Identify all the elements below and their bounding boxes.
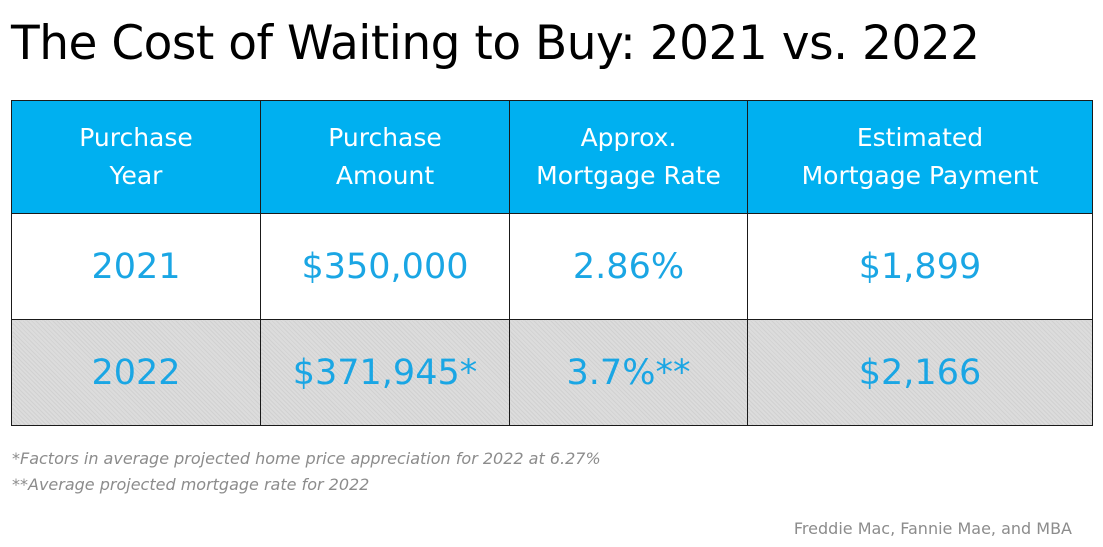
header-line: Estimated: [856, 123, 984, 152]
header-line: Year: [109, 161, 163, 190]
cell-payment: $1,899: [747, 213, 1093, 320]
header-mortgage-rate: Approx. Mortgage Rate: [509, 100, 748, 214]
cell-payment: $2,166: [747, 319, 1093, 426]
cell-amount: $371,945*: [260, 319, 510, 426]
cell-amount: $350,000: [260, 213, 510, 320]
header-line: Mortgage Payment: [801, 161, 1039, 190]
table-row: 2022 $371,945* 3.7%** $2,166: [11, 319, 1093, 426]
page-title: The Cost of Waiting to Buy: 2021 vs. 202…: [11, 16, 980, 71]
header-mortgage-payment: Estimated Mortgage Payment: [747, 100, 1093, 214]
source-credit: Freddie Mac, Fannie Mae, and MBA: [793, 519, 1072, 538]
header-purchase-amount: Purchase Amount: [260, 100, 510, 214]
footnote: **Average projected mortgage rate for 20…: [12, 475, 370, 494]
header-line: Amount: [335, 161, 435, 190]
header-purchase-year: Purchase Year: [11, 100, 261, 214]
cell-rate: 3.7%**: [509, 319, 748, 426]
table-header-row: Purchase Year Purchase Amount Approx. Mo…: [11, 100, 1093, 214]
cell-rate: 2.86%: [509, 213, 748, 320]
footnote: *Factors in average projected home price…: [12, 449, 601, 468]
header-line: Purchase: [328, 123, 442, 152]
footnotes: *Factors in average projected home price…: [12, 446, 601, 498]
header-line: Approx.: [580, 123, 677, 152]
cell-year: 2022: [11, 319, 261, 426]
cell-year: 2021: [11, 213, 261, 320]
table-row: 2021 $350,000 2.86% $1,899: [11, 213, 1093, 320]
header-line: Mortgage Rate: [536, 161, 721, 190]
header-line: Purchase: [79, 123, 193, 152]
comparison-table: Purchase Year Purchase Amount Approx. Mo…: [11, 100, 1093, 426]
